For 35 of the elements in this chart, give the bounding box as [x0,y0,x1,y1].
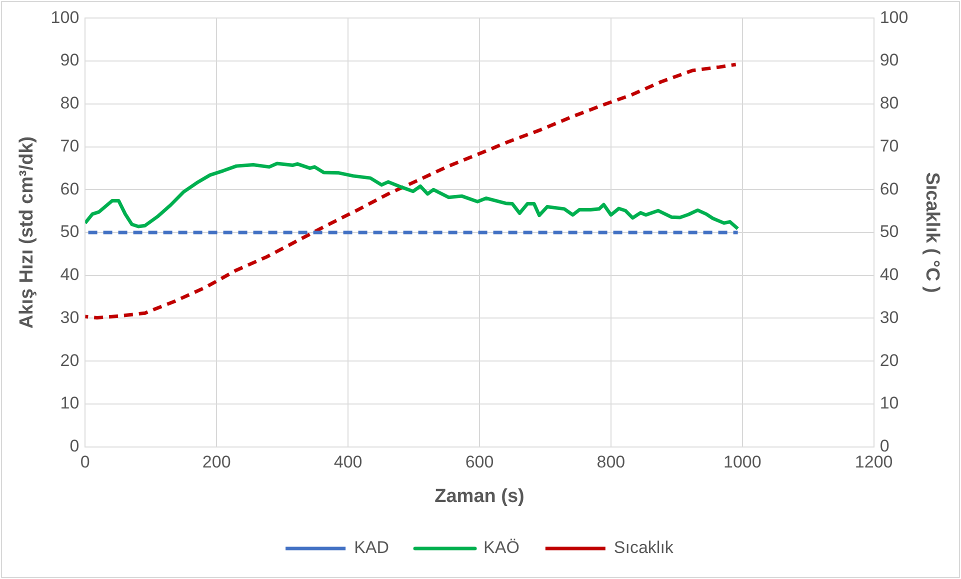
x-axis-title: Zaman (s) [434,486,524,507]
y2-tick-label: 60 [880,179,899,198]
y2-tick-label: 50 [880,222,899,242]
y-tick-label: 30 [60,308,80,327]
y2-tick-label: 20 [880,350,899,370]
y2-tick-label: 30 [880,308,899,327]
y-tick-label: 90 [60,50,80,70]
y-tick-label: 80 [60,94,80,113]
x-tick-label: 1000 [723,452,762,472]
y2-tick-label: 70 [880,136,899,156]
y-tick-label: 60 [60,179,80,198]
y2-tick-label: 90 [880,50,899,70]
y2-tick-label: 10 [880,394,899,413]
y2-tick-label: 0 [880,436,890,456]
legend-label: KAÖ [484,538,520,558]
y2-axis-title: Sıcaklık ( °C ) [921,172,942,293]
x-tick-label: 1200 [854,452,893,472]
y-tick-label: 0 [70,436,80,456]
y-tick-label: 50 [60,222,80,242]
y2-tick-label: 100 [880,8,908,27]
line-series [85,62,738,320]
y-axis-title: Akış Hızı (std cm³/dk) [16,136,38,329]
legend-label: Sıcaklık [614,538,674,558]
legend-label: KAD [354,538,390,558]
y-tick-label: 20 [60,350,80,370]
y-tick-label: 100 [50,8,80,27]
x-tick-label: 800 [596,452,626,472]
y-tick-label: 10 [60,394,80,413]
x-tick-label: 400 [334,452,362,472]
y-tick-label: 40 [60,265,80,284]
y-tick-label: 70 [60,136,80,156]
y2-tick-label: 80 [880,94,899,113]
y2-tick-label: 40 [880,265,899,284]
x-tick-label: 200 [202,452,231,472]
x-tick-label: 600 [465,452,494,472]
